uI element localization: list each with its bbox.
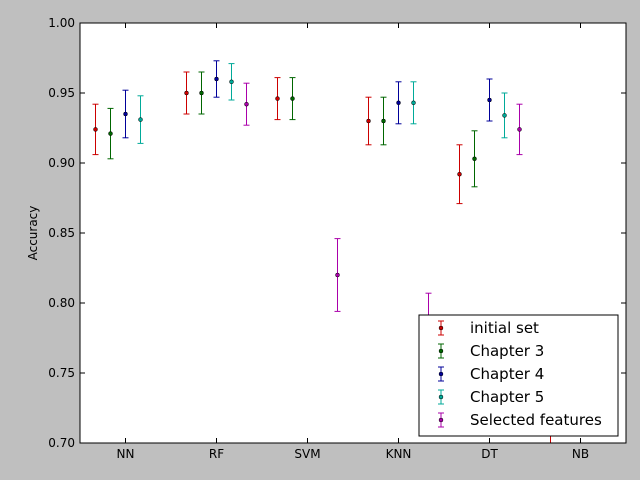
data-point	[199, 90, 204, 96]
y-tick-label: 0.85	[48, 226, 75, 240]
y-tick-label: 0.75	[48, 366, 75, 380]
data-point	[108, 131, 113, 136]
data-point	[487, 97, 492, 103]
data-point	[517, 127, 522, 132]
data-point	[184, 90, 189, 96]
x-tick-label: KNN	[386, 447, 412, 461]
data-point	[549, 455, 553, 459]
legend-label: Chapter 5	[470, 388, 544, 406]
data-point	[229, 79, 234, 85]
x-tick-label: NB	[572, 447, 589, 461]
y-tick-label: 0.70	[48, 436, 75, 450]
legend-marker	[438, 417, 444, 423]
x-tick-label: DT	[481, 447, 498, 461]
data-point	[411, 100, 416, 106]
x-tick-label: RF	[209, 447, 224, 461]
data-point	[457, 171, 462, 177]
y-tick-label: 0.90	[48, 156, 75, 170]
data-point	[244, 101, 249, 107]
legend-marker	[438, 348, 444, 354]
legend-label: initial set	[470, 319, 539, 337]
data-point	[381, 118, 386, 124]
data-point	[472, 156, 477, 162]
data-point	[275, 96, 280, 101]
legend-marker	[438, 371, 444, 377]
axis-ticks: 0.70 0.75 0.80 0.85 0.90 0.95 1.00 NN RF SVM KNN DT…	[48, 16, 626, 461]
y-tick-label: 1.00	[48, 16, 75, 30]
data-point	[290, 96, 295, 101]
legend-marker	[438, 325, 444, 331]
legend-label: Chapter 3	[470, 342, 544, 360]
legend-label: Chapter 4	[470, 365, 544, 383]
legend-marker	[438, 394, 444, 400]
plot-frame	[79, 22, 627, 444]
legend-label: Selected features	[470, 411, 602, 429]
data-point	[335, 272, 340, 278]
x-tick-label: NN	[117, 447, 135, 461]
data-point	[502, 113, 507, 118]
data-point	[123, 111, 128, 117]
y-axis-label: Accuracy	[26, 206, 40, 261]
data-point	[396, 100, 401, 106]
data-point	[93, 127, 98, 132]
legend: initial set Chapter 3 Chapter 4 Chapter 5 Se…	[418, 314, 619, 437]
x-tick-label: SVM	[294, 447, 320, 461]
data-point	[214, 76, 219, 82]
y-tick-label: 0.80	[48, 296, 75, 310]
y-tick-label: 0.95	[48, 86, 75, 100]
data-point	[138, 117, 143, 122]
legend-box	[418, 314, 619, 437]
data-point	[366, 118, 371, 124]
